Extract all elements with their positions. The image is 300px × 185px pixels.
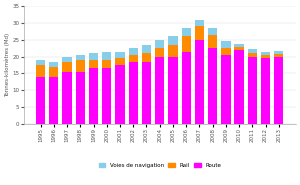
Bar (248, 53, 257, 57)
Bar (248, 49, 257, 53)
Bar (155, 57, 164, 124)
Bar (36, 65, 45, 77)
Bar (102, 68, 111, 124)
Bar (129, 62, 138, 124)
Bar (221, 48, 230, 55)
Bar (155, 40, 164, 48)
Bar (129, 48, 138, 55)
Bar (168, 57, 178, 124)
Bar (235, 44, 244, 47)
Bar (182, 52, 191, 124)
Bar (195, 20, 204, 26)
Bar (168, 36, 178, 45)
Bar (89, 53, 98, 60)
Bar (116, 52, 125, 58)
Bar (76, 60, 85, 72)
Bar (116, 65, 125, 124)
Bar (142, 53, 151, 62)
Bar (36, 77, 45, 124)
Bar (155, 48, 164, 57)
Bar (49, 67, 58, 77)
Bar (208, 28, 217, 35)
Bar (274, 54, 283, 57)
Bar (49, 77, 58, 124)
Legend: Voies de navigation, Rail, Route: Voies de navigation, Rail, Route (96, 161, 223, 170)
Bar (235, 50, 244, 124)
Bar (116, 58, 125, 65)
Bar (195, 40, 204, 124)
Bar (89, 68, 98, 124)
Bar (89, 60, 98, 68)
Bar (129, 55, 138, 62)
Bar (76, 55, 85, 60)
Bar (62, 72, 72, 124)
Bar (261, 58, 270, 124)
Bar (208, 48, 217, 124)
Bar (76, 72, 85, 124)
Bar (168, 45, 178, 57)
Bar (49, 62, 58, 67)
Bar (235, 47, 244, 50)
Bar (102, 52, 111, 60)
Y-axis label: Tonnes-kilomètres (Md): Tonnes-kilomètres (Md) (4, 33, 10, 97)
Bar (36, 60, 45, 65)
Bar (221, 41, 230, 48)
Bar (142, 62, 151, 124)
Bar (142, 45, 151, 53)
Bar (274, 57, 283, 124)
Bar (62, 57, 72, 62)
Bar (221, 55, 230, 124)
Bar (261, 55, 270, 58)
Bar (248, 57, 257, 124)
Bar (102, 60, 111, 68)
Bar (62, 62, 72, 72)
Bar (182, 36, 191, 52)
Bar (182, 28, 191, 36)
Bar (195, 26, 204, 40)
Bar (208, 35, 217, 48)
Bar (261, 52, 270, 55)
Bar (274, 51, 283, 54)
